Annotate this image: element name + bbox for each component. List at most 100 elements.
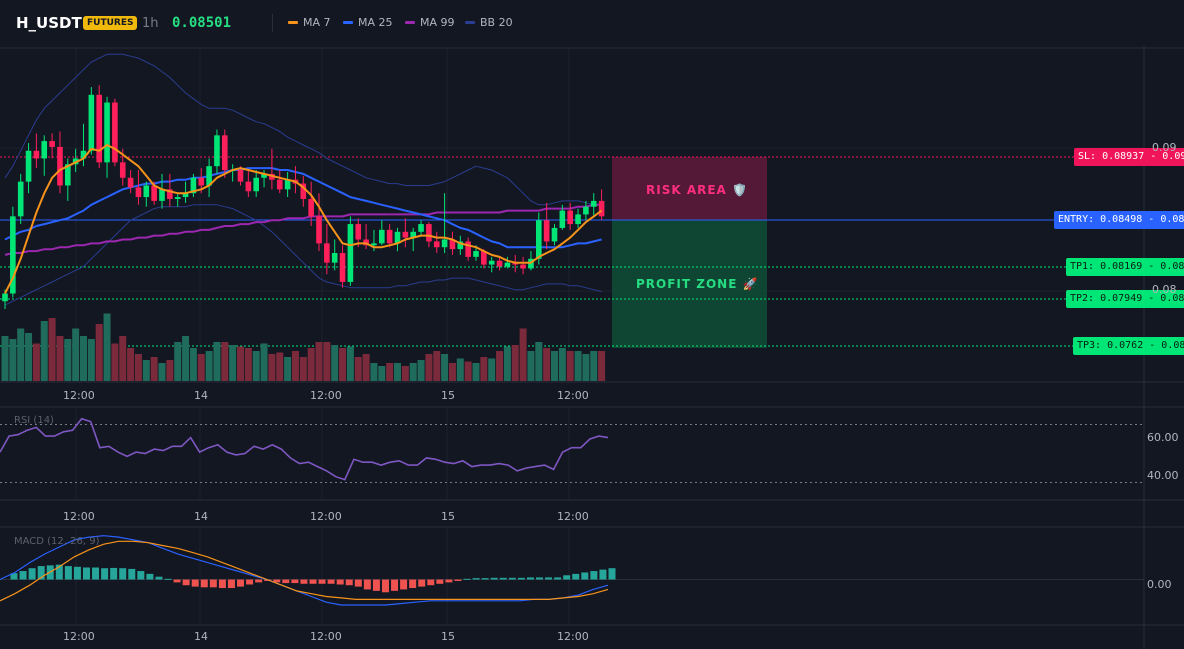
volume-bar — [433, 351, 441, 381]
volume-bar — [182, 336, 190, 381]
macd-line — [0, 535, 609, 606]
candle-body — [284, 179, 291, 190]
candle-body — [245, 181, 252, 192]
candle-body — [253, 177, 259, 192]
candle-body — [551, 227, 558, 242]
volume-bar — [127, 348, 135, 381]
legend-bb20[interactable]: BB 20 — [465, 16, 513, 29]
candle-body — [237, 170, 244, 182]
macd-hist-bar — [227, 579, 235, 589]
time-label-rsi-0: 12:00 — [63, 510, 95, 523]
volume-bar — [142, 360, 150, 381]
candle-body — [174, 197, 181, 199]
volume-bar — [221, 342, 229, 381]
volume-bar — [237, 346, 244, 381]
risk-area-label: RISK AREA 🛡️ — [646, 183, 748, 197]
candle-body — [127, 177, 134, 188]
macd-hist-bar — [128, 568, 136, 580]
candle-body — [394, 231, 401, 244]
volume-bar — [496, 351, 504, 381]
volume-bar — [503, 346, 511, 381]
macd-hist-bar — [137, 571, 145, 580]
time-label-macd-0: 12:00 — [63, 630, 95, 643]
legend-bb20-label: BB 20 — [480, 16, 513, 29]
tp1-price-label[interactable]: TP1: 0.08169 - 0.08 — [1066, 258, 1184, 276]
candle-body — [457, 241, 464, 250]
candle-body — [17, 181, 24, 217]
candle-body — [57, 146, 63, 186]
legend-ma25[interactable]: MA 25 — [343, 16, 393, 29]
entry-price-label[interactable]: ENTRY: 0.08498 - 0.08 — [1054, 211, 1184, 229]
volume-bar — [566, 351, 574, 381]
volume-bar — [582, 354, 590, 381]
candle-body — [426, 224, 432, 242]
time-label-macd-1: 14 — [194, 630, 208, 643]
macd-hist-bar — [10, 573, 18, 580]
volume-bar — [315, 342, 323, 381]
candle-body — [575, 214, 581, 225]
time-label-main-3: 15 — [441, 389, 455, 402]
macd-title: MACD (12, 26, 9) — [14, 536, 100, 547]
candle-body — [410, 231, 416, 238]
volume-bar — [394, 363, 401, 381]
macd-hist-bar — [563, 575, 571, 580]
volume-bar — [189, 348, 197, 381]
volume-bar — [417, 360, 425, 381]
volume-bar — [441, 354, 449, 381]
ma25-line — [4, 167, 602, 249]
volume-bar — [456, 358, 464, 381]
candle-body — [119, 162, 126, 178]
time-label-rsi-4: 12:00 — [557, 510, 589, 523]
sl-price-label[interactable]: SL: 0.08937 - 0.09 — [1074, 148, 1184, 166]
symbol-title[interactable]: H_USDT — [16, 14, 82, 32]
volume-bar — [111, 343, 119, 381]
time-label-macd-3: 15 — [441, 630, 455, 643]
price-tick-1: 0.08 — [1152, 283, 1177, 296]
volume-bar — [598, 351, 606, 381]
timeframe-label[interactable]: 1h — [142, 16, 159, 31]
macd-hist-bar — [372, 579, 380, 591]
macd-hist-bar — [354, 579, 362, 587]
macd-hist-bar — [363, 579, 371, 590]
header-divider — [272, 14, 273, 32]
macd-hist-bar — [463, 578, 471, 580]
volume-bar — [284, 357, 292, 381]
macd-hist-bar — [273, 579, 281, 583]
tp3-price-label[interactable]: TP3: 0.0762 - 0.08 — [1073, 337, 1184, 355]
tp2-price-label[interactable]: TP2: 0.07949 - 0.08 — [1066, 290, 1184, 308]
time-label-rsi-1: 14 — [194, 510, 208, 523]
volume-bar — [103, 313, 111, 381]
macd-hist-bar — [418, 579, 426, 587]
macd-hist-bar — [255, 579, 263, 583]
volume-bar — [590, 351, 598, 381]
macd-hist-bar — [246, 579, 254, 585]
candle-body — [2, 293, 8, 302]
macd-hist-bar — [73, 566, 81, 580]
macd-hist-bar — [526, 577, 534, 580]
volume-bar — [472, 363, 480, 381]
volume-bar — [56, 336, 64, 381]
macd-hist-bar — [400, 579, 408, 590]
candle-body — [151, 185, 157, 201]
bb-lower-line — [4, 204, 602, 306]
candle-body — [143, 185, 150, 198]
volume-bar — [229, 345, 237, 381]
macd-hist-bar — [28, 568, 36, 580]
candle-body — [590, 200, 597, 207]
volume-bar — [95, 324, 103, 381]
macd-hist-bar — [309, 579, 317, 584]
candle-body — [214, 135, 220, 167]
macd-hist-bar — [499, 577, 507, 580]
macd-hist-bar — [381, 579, 389, 593]
macd-hist-bar — [237, 579, 245, 587]
candle-body — [355, 224, 362, 240]
legend-ma7[interactable]: MA 7 — [288, 16, 331, 29]
macd-hist-bar — [146, 573, 154, 580]
volume-bar — [80, 336, 87, 381]
legend-ma99-swatch — [405, 21, 415, 24]
legend-ma99[interactable]: MA 99 — [405, 16, 455, 29]
volume-bar — [252, 351, 260, 381]
volume-bar — [25, 333, 33, 381]
volume-bar — [464, 361, 472, 381]
